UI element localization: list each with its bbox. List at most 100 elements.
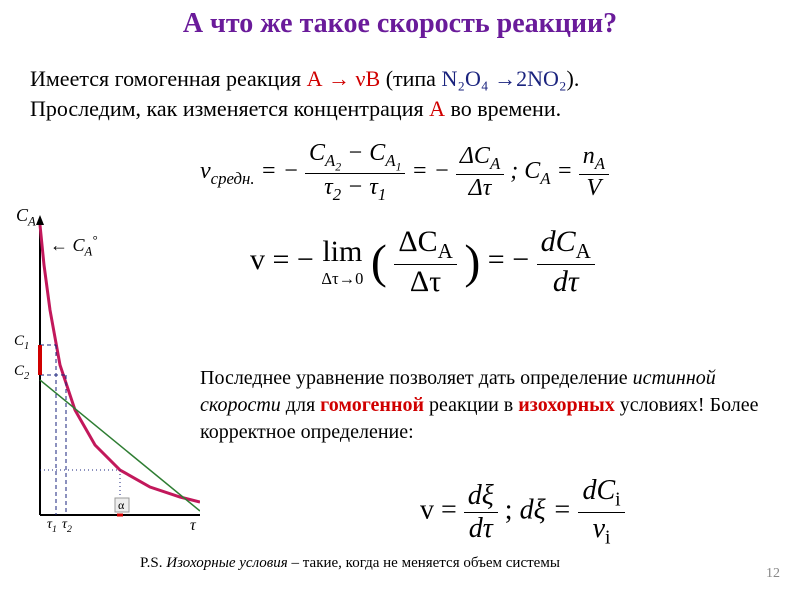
eq1-V: V [586, 175, 601, 201]
equation-3: v = dξ dτ ; dξ = dCi νi [420, 475, 625, 549]
page-number: 12 [766, 566, 780, 582]
eq1-CA: C [524, 158, 540, 184]
eq3-d1: dτ [469, 513, 493, 544]
eq3-n2: dC [582, 475, 615, 506]
eq3-d2: ν [593, 513, 605, 544]
concentration-diagram: α CA ← CA° C1 C2 τ1 τ2 τ [20, 215, 200, 555]
l-CAs: A [28, 215, 36, 229]
reaction-example: N₂O₄ →2NO₂ [441, 66, 566, 91]
eq3-dxi: dξ = [520, 495, 579, 526]
slide-title: А что же такое скорость реакции? [0, 8, 800, 40]
eq1-eqCA: = [556, 158, 578, 184]
intro-line-2: Проследим, как изменяется концентрация А… [30, 96, 780, 122]
l-t2s: 2 [67, 524, 72, 535]
eq1-frac3: nA V [579, 143, 609, 202]
dotted-guides [40, 470, 120, 515]
eq3-n1: dξ [468, 480, 494, 511]
eq3-semi: ; [505, 495, 520, 526]
eq2-lim: lim [321, 235, 363, 269]
eq1-dcns: A [490, 154, 500, 173]
para-p6: изохорных [518, 394, 614, 416]
label-tau: τ [190, 517, 196, 535]
eq2-nums: A [438, 239, 453, 263]
eq1-minus: − [341, 140, 369, 166]
eq1-dminus: − [341, 174, 369, 200]
l-CA0sup: ° [92, 233, 97, 247]
eq1-nAs: A [595, 154, 605, 173]
label-CA0-arrow: ← CA° [50, 233, 97, 260]
label-C1: C1 [14, 333, 29, 352]
para-p1: Последнее уравнение позволяет дать опред… [200, 367, 633, 389]
eq1-d2: τ [369, 174, 378, 200]
eq1-eq2: = − [411, 158, 449, 184]
eq1-n1sA: A [325, 151, 335, 170]
intro-l2b: во времени. [445, 96, 561, 121]
eq3-frac2: dCi νi [578, 475, 624, 549]
eq1-n1: C [309, 140, 325, 166]
intro-line-1: Имеется гомогенная реакция А → νB (типа … [30, 66, 780, 92]
eq3-n2s: i [615, 490, 620, 511]
label-CA: CA [16, 205, 36, 230]
eq2-frac2: dCA dτ [537, 225, 595, 299]
arrow-icon: ← [50, 235, 68, 255]
eq3-frac1: dξ dτ [464, 480, 498, 545]
para-p5: реакции в [424, 394, 518, 416]
eq1-d1: τ [324, 174, 333, 200]
l-C1: C [14, 333, 24, 349]
eq1-v: v [200, 158, 211, 184]
intro-l2a: Проследим, как изменяется концентрация [30, 96, 429, 121]
l-t1s: 1 [52, 524, 57, 535]
eq1-n2s1: 1 [396, 160, 402, 173]
eq1-frac2: ΔCA Δτ [456, 143, 504, 202]
eq1-sub: средн. [211, 169, 255, 188]
label-C2: C2 [14, 363, 29, 382]
decay-curve [40, 225, 200, 502]
eq1-dcn: ΔC [460, 143, 490, 169]
l-CA: C [16, 205, 28, 225]
ps-rest: – такие, когда не меняется объем системы [288, 555, 560, 571]
eq3-v: v = [420, 495, 464, 526]
ps-label: P.S. [140, 555, 166, 571]
eq2-lhs: v = − [250, 243, 321, 276]
eq2-limsub: Δτ→0 [321, 269, 363, 289]
diagram-svg: α [20, 215, 200, 550]
ps-note: P.S. Изохорные условия – такие, когда не… [140, 555, 560, 572]
eq2-frac1: ΔCA Δτ [394, 225, 456, 299]
explanation-paragraph: Последнее уравнение позволяет дать опред… [200, 365, 780, 446]
label-t2: τ2 [62, 517, 72, 535]
eq2-eq: = − [488, 243, 537, 276]
l-C2s: 2 [24, 371, 29, 382]
intro-A: А [429, 96, 445, 121]
reaction-lhs: А → νB [307, 66, 381, 91]
eq1-dcd: Δτ [456, 175, 504, 202]
eq2-lp: ( [371, 236, 387, 289]
eq2-rp: ) [464, 236, 480, 289]
eq1-frac1: CA2 − CA1 τ2 − τ1 [305, 140, 406, 205]
eq1-d2s: 1 [378, 185, 386, 204]
eq2-dnum: dC [541, 225, 576, 258]
l-C1s: 1 [24, 341, 29, 352]
intro-p2: (типа [380, 66, 441, 91]
eq1-nAn: n [583, 143, 595, 169]
equation-1: vсредн. = − CA2 − CA1 τ2 − τ1 = − ΔCA Δτ… [200, 140, 609, 205]
ps-word: Изохорные условия [166, 555, 288, 571]
eq1-semi: ; [510, 158, 524, 184]
eq1-n2sA: A [385, 151, 395, 170]
y-axis-arrow [36, 215, 44, 225]
eq1-n2: C [369, 140, 385, 166]
para-p3: для [281, 394, 320, 416]
eq2-dden: dτ [553, 265, 579, 298]
tangent-line [40, 380, 200, 511]
eq2-dnums: A [576, 239, 591, 263]
title-text: А что же такое скорость реакции? [183, 8, 617, 39]
eq1-d1s: 2 [333, 185, 341, 204]
intro-p3: ). [567, 66, 580, 91]
para-p4: гомогенной [320, 394, 424, 416]
eq1-eq: = − [255, 158, 299, 184]
eq2-num: ΔC [398, 225, 437, 258]
l-C2: C [14, 363, 24, 379]
equation-2: v = − lim Δτ→0 ( ΔCA Δτ ) = − dCA dτ [250, 225, 595, 299]
eq1-CAs: A [540, 169, 550, 188]
alpha-label: α [118, 498, 125, 512]
l-CA0: C [73, 235, 85, 255]
